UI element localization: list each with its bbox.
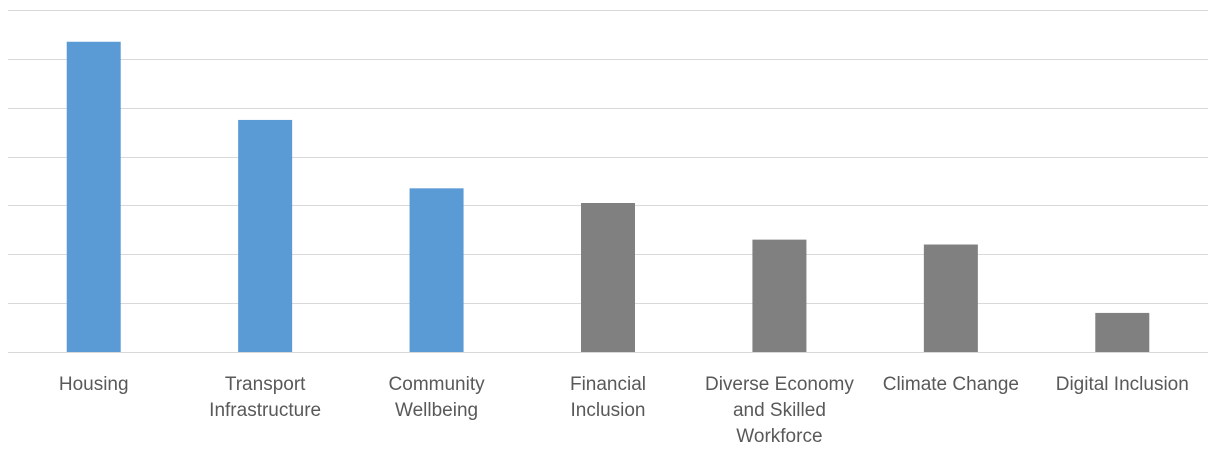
bar-financial-inclusion [581, 202, 635, 352]
bar-diverse-economy-and-skilled-workforce [752, 239, 807, 352]
category-labels: Housing Transport Infrastructure Community W… [59, 374, 1189, 447]
bar-digital-inclusion [1095, 312, 1150, 352]
category-label: Community Wellbeing [389, 374, 486, 421]
category-label: Diverse Economy and Skilled Workforce [705, 374, 854, 447]
category-label-line: Transport [225, 374, 306, 395]
bars [66, 41, 1150, 352]
bar-climate-change [923, 244, 978, 352]
category-label: Transport Infrastructure [209, 374, 321, 421]
category-label-line: Financial [570, 374, 646, 395]
bar-transport-infrastructure [238, 119, 293, 352]
bar-community-wellbeing [409, 188, 464, 352]
category-label-line: Community [389, 374, 486, 395]
category-label: Climate Change [883, 374, 1019, 395]
category-label-line: Wellbeing [395, 400, 478, 421]
category-label-line: Infrastructure [209, 400, 321, 421]
category-label-line: Inclusion [571, 400, 646, 421]
category-label: Digital Inclusion [1056, 374, 1189, 395]
category-label-line: Housing [59, 374, 129, 395]
category-label-line: Digital Inclusion [1056, 374, 1189, 395]
category-label-line: Workforce [736, 426, 822, 447]
category-label-line: and Skilled [733, 400, 826, 421]
category-label: Financial Inclusion [570, 374, 646, 421]
category-label-line: Climate Change [883, 374, 1019, 395]
bar-housing [66, 41, 121, 352]
category-label-line: Diverse Economy [705, 374, 854, 395]
category-label: Housing [59, 374, 129, 395]
